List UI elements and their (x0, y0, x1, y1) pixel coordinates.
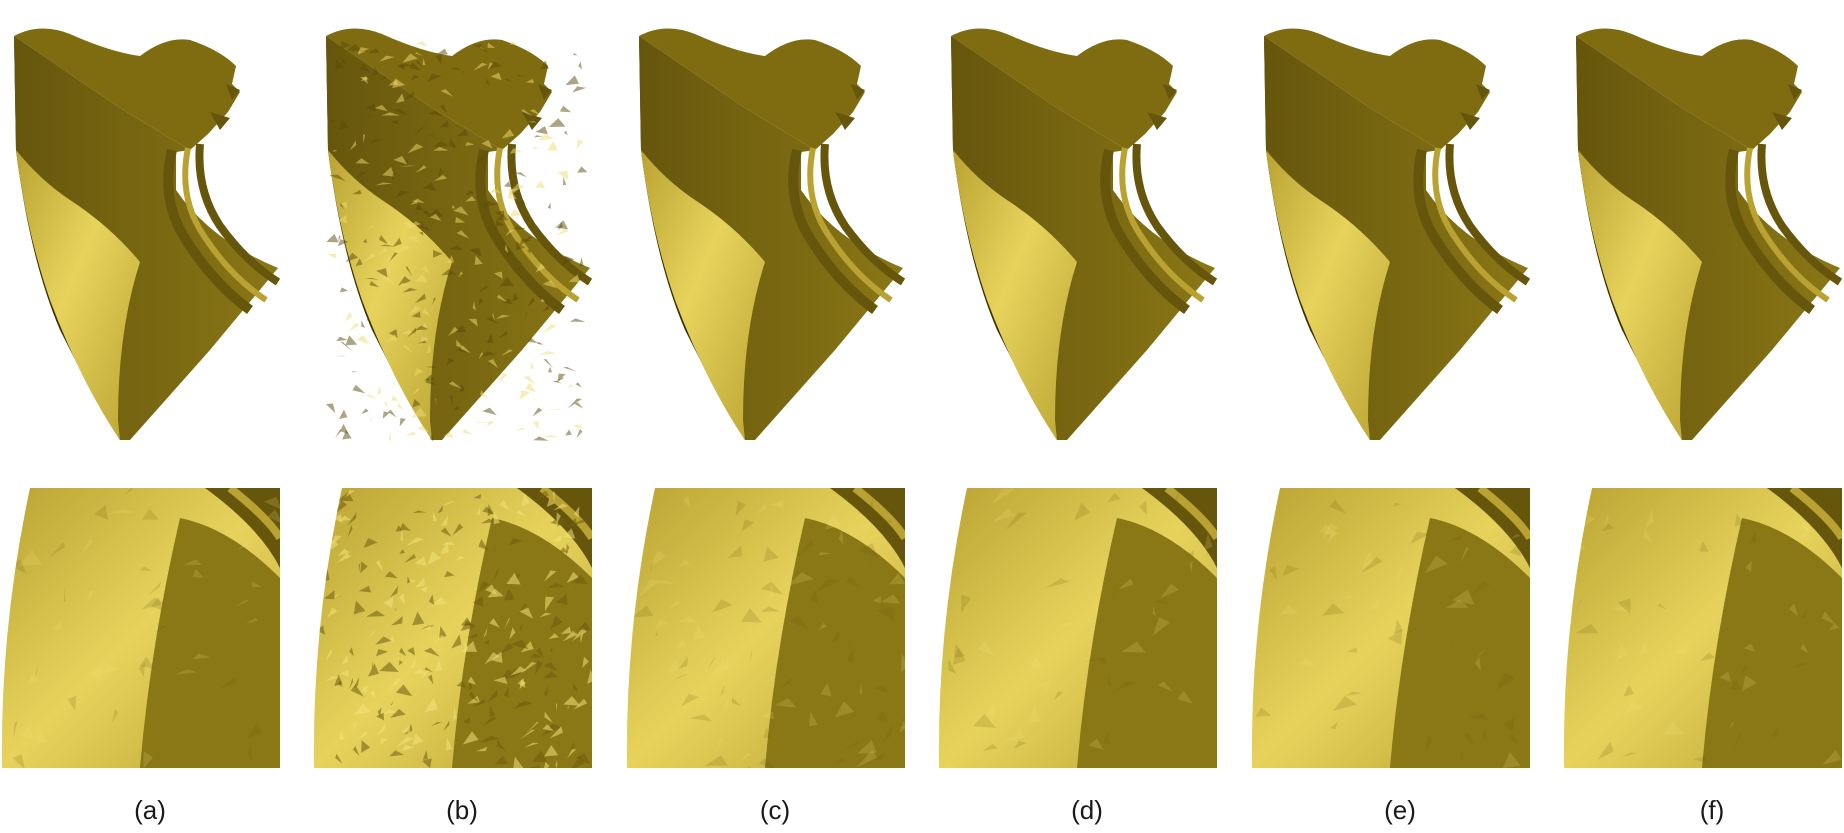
mesh-render-top (1576, 28, 1843, 440)
panel-a-render (1, 28, 281, 768)
caption-f: (f) (1699, 795, 1725, 825)
mesh-render-zoom (626, 488, 905, 768)
mesh-render-zoom (1563, 488, 1842, 768)
panel-e-render (1251, 28, 1531, 768)
panel-c: (c) (625, 0, 925, 833)
caption-d: (d) (1071, 795, 1103, 825)
panel-f: (f) (1562, 0, 1844, 833)
mesh-render-zoom (313, 488, 592, 768)
caption-b: (b) (446, 795, 478, 825)
panel-d: (d) (937, 0, 1237, 833)
mesh-render-top (14, 28, 281, 440)
mesh-render-top (326, 28, 593, 442)
panel-f-render (1563, 28, 1843, 768)
caption-c: (c) (759, 795, 791, 825)
panel-b: (b) (312, 0, 612, 833)
panel-e: (e) (1250, 0, 1550, 833)
mesh-render-top (1264, 28, 1531, 440)
mesh-render-top (639, 28, 906, 440)
caption-e: (e) (1384, 795, 1416, 825)
panel-d-render (938, 28, 1218, 768)
mesh-render-zoom (1251, 488, 1530, 768)
panel-a: (a) (0, 0, 300, 833)
mesh-render-top (951, 28, 1218, 440)
mesh-render-zoom (938, 488, 1217, 768)
panel-c-render (626, 28, 906, 768)
mesh-render-zoom (1, 488, 280, 768)
panel-b-render (313, 28, 593, 768)
caption-a: (a) (134, 795, 166, 825)
